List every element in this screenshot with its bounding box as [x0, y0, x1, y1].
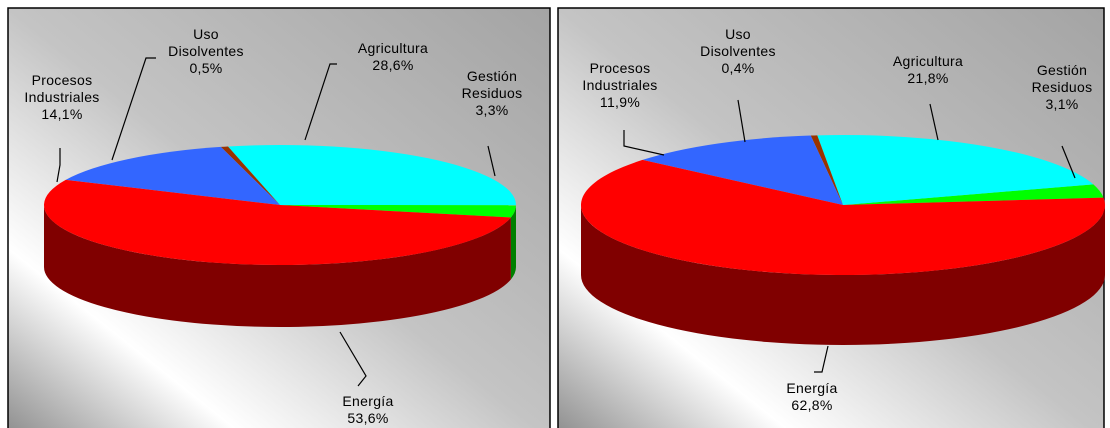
- leader-line: [56, 148, 61, 183]
- slice-label: Agricultura 21,8%: [880, 53, 976, 87]
- slice: [228, 145, 516, 206]
- slice-label: Gestión Residuos 3,3%: [444, 68, 540, 119]
- value-label: 3,3%: [475, 102, 509, 118]
- value-label: 28,6%: [372, 57, 414, 73]
- slice-label: Energía 53,6%: [320, 393, 416, 427]
- slice: [810, 135, 843, 205]
- pies: [44, 135, 1105, 345]
- leader-line: [111, 57, 156, 161]
- slice: [642, 135, 843, 205]
- category-label: Agricultura: [357, 40, 429, 56]
- slice: [581, 159, 1105, 275]
- category-label: Agricultura: [892, 53, 964, 69]
- leader-line: [304, 63, 337, 141]
- slice-side: [44, 205, 511, 327]
- slice-label: Procesos Industriales 11,9%: [572, 60, 668, 111]
- value-label: 0,5%: [189, 60, 223, 76]
- slice: [280, 205, 516, 218]
- value-label: 11,9%: [599, 94, 641, 110]
- leader-line: [1061, 145, 1076, 179]
- category-label: Energía: [786, 380, 838, 396]
- slice-label: Energía 62,8%: [764, 380, 860, 414]
- leader-line: [487, 145, 496, 177]
- leader-line: [929, 103, 939, 141]
- slice-label: Agricultura 28,6%: [345, 40, 441, 74]
- value-label: 53,6%: [347, 410, 389, 426]
- value-label: 14,1%: [41, 106, 83, 122]
- category-label: Gestión Residuos: [461, 68, 523, 101]
- leader-line: [623, 130, 665, 156]
- slice: [65, 146, 280, 205]
- slice: [220, 146, 280, 205]
- slice: [817, 135, 1094, 205]
- category-label: Procesos Industriales: [24, 72, 100, 105]
- category-label: Uso Disolventes: [168, 26, 244, 59]
- leader-line: [814, 345, 829, 373]
- leaders: [56, 57, 1076, 387]
- leader-line: [737, 99, 746, 143]
- slice-label: Uso Disolventes 0,5%: [158, 26, 254, 77]
- category-label: Energía: [342, 393, 394, 409]
- slice-label: Uso Disolventes 0,4%: [690, 26, 786, 77]
- category-label: Procesos Industriales: [582, 60, 658, 93]
- value-label: 0,4%: [721, 60, 755, 76]
- slice: [44, 179, 511, 266]
- value-label: 3,1%: [1045, 96, 1079, 112]
- value-label: 62,8%: [791, 397, 833, 413]
- category-label: Gestión Residuos: [1031, 62, 1093, 95]
- category-label: Uso Disolventes: [700, 26, 776, 59]
- value-label: 21,8%: [907, 70, 949, 86]
- slice-label: Procesos Industriales 14,1%: [14, 72, 110, 123]
- slice: [843, 184, 1104, 205]
- leader-line: [339, 331, 367, 387]
- slice-label: Gestión Residuos 3,1%: [1014, 62, 1110, 113]
- slice-side: [510, 205, 516, 280]
